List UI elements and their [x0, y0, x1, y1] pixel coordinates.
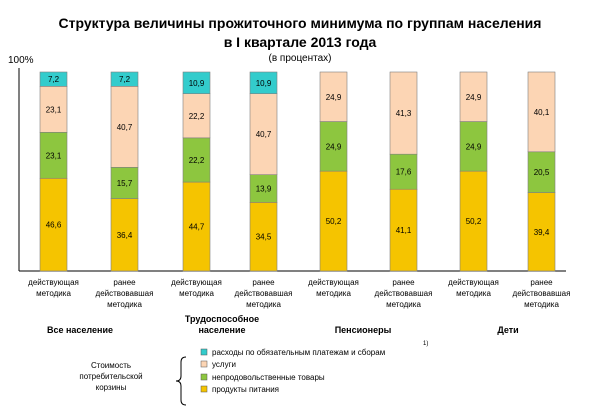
bar-segment-6-series-3: [389, 71, 418, 155]
bar-segment-4-series-2: [249, 174, 278, 203]
bar-segment-2-series-4: [110, 71, 139, 87]
data-label-8-series-2: 20,5: [534, 168, 550, 177]
bar-segment-3-series-2: [182, 137, 211, 183]
legend-label-3: непродовольственные товары: [212, 373, 325, 382]
data-label-6-series-1: 41,1: [396, 226, 412, 235]
data-label-2-series-4: 7,2: [119, 75, 131, 84]
bar-segment-4-series-1: [249, 202, 278, 272]
legend-brace: [175, 356, 187, 406]
bar-segment-4-series-3: [249, 93, 278, 175]
bar-segment-3-series-4: [182, 71, 211, 94]
data-label-1-series-4: 7,2: [48, 75, 60, 84]
data-label-1-series-2: 23,1: [46, 151, 62, 160]
bar-segment-1-series-4: [39, 71, 68, 87]
category-label-1: действующая методика: [28, 278, 79, 298]
data-label-2-series-1: 36,4: [117, 231, 133, 240]
data-label-1-series-3: 23,1: [46, 105, 62, 114]
data-label-4-series-4: 10,9: [256, 79, 272, 88]
group-label-3: Пенсионеры: [335, 325, 392, 335]
group-label-2: Трудоспособное население: [185, 314, 259, 335]
data-label-7-series-1: 50,2: [466, 217, 482, 226]
data-label-3-series-1: 44,7: [189, 223, 205, 232]
data-label-8-series-1: 39,4: [534, 228, 550, 237]
bar-segment-1-series-3: [39, 86, 68, 133]
data-label-2-series-2: 15,7: [117, 179, 133, 188]
data-label-8-series-3: 40,1: [534, 108, 550, 117]
bar-segment-1-series-1: [39, 177, 68, 272]
group-label-1: Все население: [47, 325, 113, 335]
data-label-2-series-3: 40,7: [117, 123, 133, 132]
category-label-3: действующая методика: [171, 278, 222, 298]
data-label-6-series-2: 17,6: [396, 168, 412, 177]
chart-title-line-1: Структура величины прожиточного минимума…: [59, 15, 542, 31]
data-label-1-series-1: 46,6: [46, 221, 62, 230]
category-label-7: действующая методика: [448, 278, 499, 298]
bar-segment-4-series-4: [249, 71, 278, 94]
legend-label-4: продукты питания: [212, 385, 279, 394]
bar-segment-7-series-1: [459, 170, 488, 272]
legend-label-1: расходы по обязательным платежам и сбора…: [212, 348, 385, 357]
bar-segment-7-series-2: [459, 121, 488, 172]
data-label-4-series-2: 13,9: [256, 185, 272, 194]
bar-segment-8-series-2: [527, 151, 556, 193]
data-label-4-series-1: 34,5: [256, 233, 272, 242]
bar-segment-7-series-3: [459, 71, 488, 122]
chart-subtitle: (в процентах): [268, 53, 331, 64]
category-label-8: ранее действовавшая методика: [513, 278, 571, 309]
bar-segment-5-series-2: [319, 121, 348, 172]
bar-segment-6-series-1: [389, 188, 418, 272]
legend-swatch-3: [200, 373, 208, 381]
bar-segment-8-series-3: [527, 71, 556, 153]
data-label-6-series-3: 41,3: [396, 109, 412, 118]
y-axis-label: 100%: [8, 55, 34, 66]
data-label-3-series-4: 10,9: [189, 79, 205, 88]
legend-title: Стоимость потребительской корзины: [79, 361, 142, 392]
data-label-3-series-3: 22,2: [189, 112, 205, 121]
category-label-2: ранее действовавшая методика: [96, 278, 154, 309]
category-label-4: ранее действовавшая методика: [235, 278, 293, 309]
data-label-4-series-3: 40,7: [256, 130, 272, 139]
group-footnote-mark: 1): [423, 341, 428, 347]
bar-segment-5-series-3: [319, 71, 348, 122]
bar-segment-5-series-1: [319, 170, 348, 272]
data-label-5-series-2: 24,9: [326, 142, 342, 151]
data-label-7-series-2: 24,9: [466, 142, 482, 151]
legend-swatch-2: [200, 360, 208, 368]
bar-segment-6-series-2: [389, 153, 418, 190]
group-label-4: Дети: [497, 325, 518, 335]
legend-swatch-1: [200, 348, 208, 356]
data-label-7-series-3: 24,9: [466, 93, 482, 102]
legend-label-2: услуги: [212, 360, 236, 369]
data-label-5-series-3: 24,9: [326, 93, 342, 102]
legend-swatch-4: [200, 385, 208, 393]
bar-segment-3-series-3: [182, 93, 211, 139]
data-label-3-series-2: 22,2: [189, 156, 205, 165]
data-label-5-series-1: 50,2: [326, 217, 342, 226]
category-label-6: ранее действовавшая методика: [375, 278, 433, 309]
category-label-5: действующая методика: [308, 278, 359, 298]
chart-title-line-2: в I квартале 2013 года: [224, 34, 377, 50]
